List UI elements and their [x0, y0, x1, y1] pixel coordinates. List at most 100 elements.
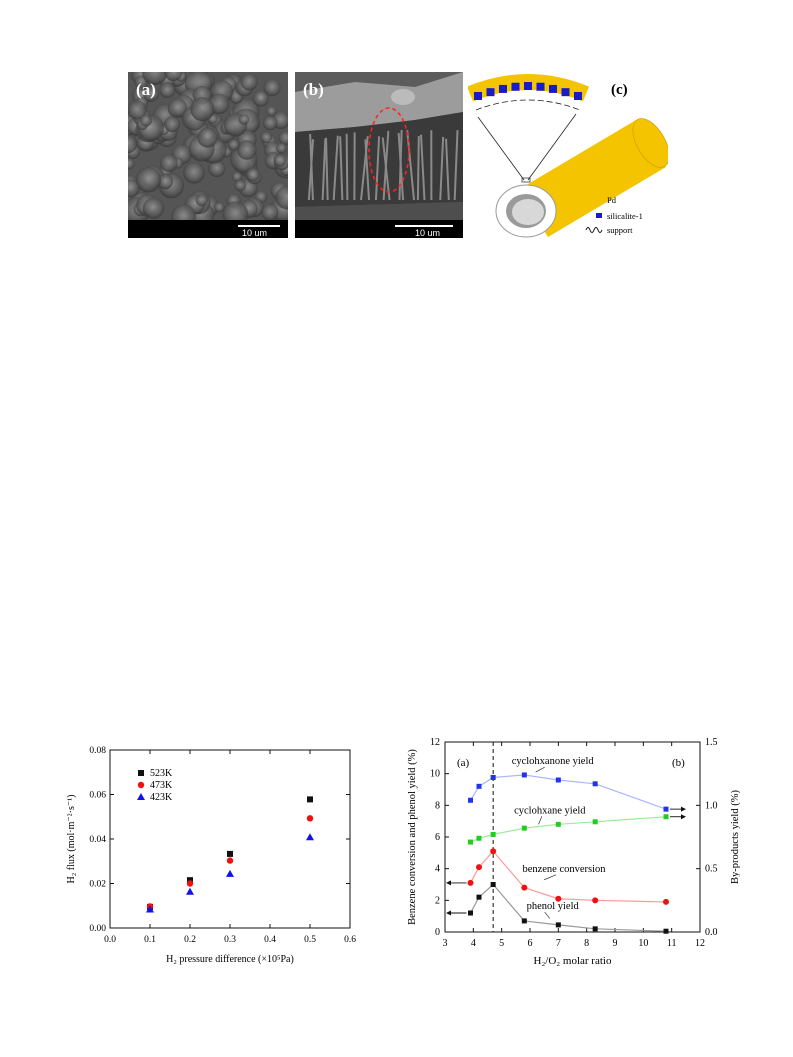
data-point-phenol yield	[468, 910, 473, 916]
h2-flux-chart: 0.0 0.1 0.2 0.3 0.4 0.5 0.6 0.00 0.02 0.04 0.06 0.0…	[66, 746, 356, 965]
y-right-tick-label: 1.0	[705, 800, 718, 811]
data-point-473K	[306, 815, 314, 822]
legend-pd: Pd	[607, 195, 617, 205]
scale-text-a: 10 um	[242, 228, 268, 238]
data-point-benzene conversion	[467, 879, 474, 886]
data-point-473K	[226, 857, 234, 864]
data-point-523K	[307, 796, 313, 803]
x-tick-label: 3	[443, 938, 448, 949]
y-left-axis-label: Benzene conversion and phenol yield (%)	[407, 749, 418, 925]
y-left-tick-label: 4	[435, 864, 440, 875]
legend-marker-523K	[138, 770, 144, 776]
data-point-cyclohxane yield	[663, 814, 669, 820]
data-point-523K	[227, 850, 233, 857]
legend-marker-423K	[137, 793, 145, 800]
x-tick-label: 5	[499, 938, 504, 949]
x-tick-label: 9	[613, 938, 618, 949]
sem-texture-a	[128, 72, 288, 238]
data-point-473K	[186, 880, 194, 887]
series-annotation: benzene conversion	[522, 864, 606, 875]
figure-top: (a) 10 um (b) 10 um	[128, 72, 668, 238]
data-point-phenol yield	[490, 882, 496, 887]
y-tick-label: 0.04	[89, 835, 106, 845]
x-tick-label: 0.6	[344, 935, 356, 945]
series-annotation: phenol yield	[527, 901, 580, 912]
scale-text-b: 10 um	[415, 228, 441, 238]
data-point-cyclohxanone yield	[521, 772, 527, 778]
y-left-tick-label: 0	[435, 927, 440, 938]
data-point-cyclohxanone yield	[555, 777, 561, 783]
panel-c-label: (c)	[611, 82, 628, 98]
scale-bar	[395, 225, 453, 227]
y-tick-label: 0.08	[89, 746, 106, 756]
x-tick-label: 4	[471, 938, 476, 949]
sem-image-b: (b) 10 um	[295, 72, 463, 238]
legend-marker-473K	[137, 781, 145, 789]
x-tick-label: 0.2	[184, 935, 196, 945]
y-right-tick-label: 0.5	[705, 864, 718, 875]
y-right-tick-label: 1.5	[705, 737, 718, 748]
x-axis-label: H₂/O₂ molar ratio	[534, 955, 612, 967]
x-tick-label: 11	[667, 938, 677, 949]
data-point-cyclohxane yield	[490, 831, 496, 837]
x-axis-label: H₂ pressure difference (×10⁵Pa)	[166, 954, 294, 965]
data-point-cyclohxanone yield	[476, 783, 482, 789]
y-right-axis-label: By-products yield (%)	[730, 790, 740, 884]
data-point-phenol yield	[521, 918, 527, 924]
series-line-cyclohxanone yield	[469, 774, 667, 810]
data-point-phenol yield	[476, 894, 482, 900]
sem-texture-b	[295, 72, 463, 238]
series-annotation: cyclohxane yield	[514, 805, 586, 816]
y-left-tick-label: 8	[435, 800, 440, 811]
legend-support: support	[607, 225, 633, 235]
data-point-phenol yield	[555, 922, 561, 928]
y-left-tick-label: 6	[435, 832, 440, 843]
data-point-phenol yield	[663, 928, 669, 934]
tube-illustration	[495, 118, 668, 238]
data-point-cyclohxanone yield	[592, 781, 598, 787]
x-tick-label: 6	[528, 938, 533, 949]
data-point-423K	[146, 905, 154, 913]
data-point-423K	[306, 833, 314, 841]
legend-silicalite: silicalite-1	[607, 211, 643, 221]
x-tick-label: 8	[584, 938, 589, 949]
data-point-423K	[226, 869, 234, 877]
data-point-cyclohxanone yield	[468, 797, 473, 803]
data-point-cyclohxane yield	[521, 825, 527, 831]
data-point-benzene conversion	[521, 884, 528, 891]
sem-info-bar	[128, 220, 288, 238]
y-left-tick-label: 10	[430, 769, 440, 780]
panel-a-label: (a)	[457, 757, 470, 769]
y-tick-label: 0.02	[89, 880, 106, 890]
x-tick-label: 10	[638, 938, 648, 949]
series-line-cyclohxane yield	[470, 816, 667, 843]
panel-b-label: (b)	[672, 757, 685, 769]
y-axis-label: H₂ flux (mol·m⁻²·s⁻¹)	[66, 795, 77, 884]
data-point-cyclohxanone yield	[490, 774, 496, 780]
sem-info-bar	[295, 220, 463, 238]
y-tick-label: 0.06	[89, 791, 106, 801]
y-tick-label: 0.00	[89, 924, 106, 934]
x-tick-label: 0.0	[104, 935, 116, 945]
panel-b-label: (b)	[303, 80, 324, 99]
series-annotation: cyclohxanone yield	[512, 756, 595, 767]
x-tick-label: 7	[556, 938, 561, 949]
y-left-tick-label: 2	[435, 895, 440, 906]
plot-frame	[109, 749, 351, 929]
data-point-benzene conversion	[490, 848, 497, 855]
legend-entry: 423K	[150, 792, 173, 803]
data-point-cyclohxane yield	[468, 839, 473, 845]
data-point-phenol yield	[592, 926, 598, 932]
x-tick-label: 0.1	[144, 935, 156, 945]
legend-entry: 523K	[150, 768, 173, 779]
schematic-c: (c) Pd silicalite-1 support	[468, 74, 668, 238]
support-legend-icon	[585, 227, 603, 233]
x-tick-label: 0.4	[264, 935, 276, 945]
data-point-cyclohxane yield	[555, 821, 561, 827]
panel-a-label: (a)	[136, 80, 156, 99]
pd-legend-icon	[596, 197, 602, 203]
data-point-cyclohxane yield	[476, 835, 482, 841]
y-left-tick-label: 12	[430, 737, 440, 748]
benzene-conversion-chart: 3 4 5 6 7 8 9 10 11 120246810120.00.51.01.5H₂/O₂ …	[407, 737, 740, 967]
data-point-cyclohxanone yield	[663, 806, 669, 812]
